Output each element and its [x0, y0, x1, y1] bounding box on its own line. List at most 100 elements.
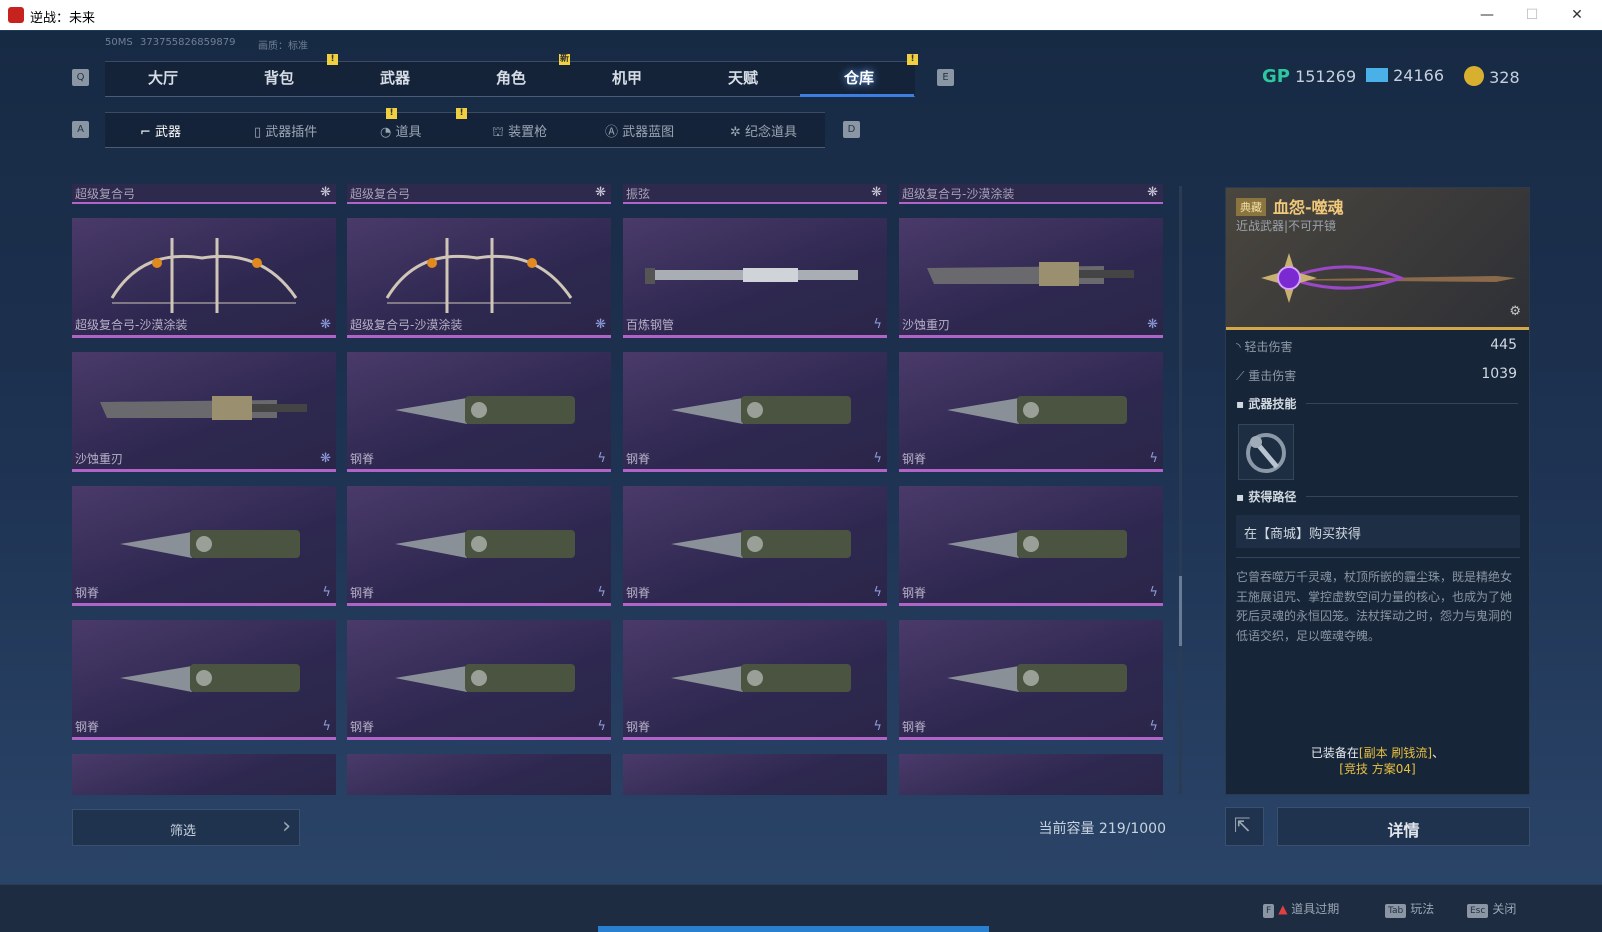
plugin-icon: ▯: [254, 125, 266, 140]
weapon-card[interactable]: 超级复合弓-沙漠涂装 ❋: [72, 218, 336, 338]
active-tab-indicator: [800, 94, 914, 97]
capacity-label: 当前容量 219/1000: [1038, 821, 1166, 837]
tab-sub-1[interactable]: ▯ 武器插件: [254, 125, 318, 140]
weapon-name: 血怨-噬魂: [1273, 198, 1344, 217]
weapon-card[interactable]: 超级复合弓-沙漠涂装 ❋: [347, 218, 611, 338]
weapon-card[interactable]: 钢脊 ϟ: [623, 352, 887, 472]
gun-icon: ⌐: [140, 125, 156, 140]
minimize-button[interactable]: —: [1480, 7, 1494, 23]
rarity-icon: ❋: [1147, 185, 1158, 200]
light-attack-stat: ◝ 轻击伤害: [1236, 340, 1293, 354]
weapon-card[interactable]: 钢脊 ϟ: [347, 486, 611, 606]
weapon-card[interactable]: [72, 754, 336, 795]
weapon-card[interactable]: 钢脊 ϟ: [899, 352, 1163, 472]
tab-sub-0[interactable]: ⌐ 武器: [140, 125, 182, 140]
weapon-card-name: 钢脊: [75, 586, 100, 600]
key-q[interactable]: Q: [72, 69, 89, 86]
tab-main-5[interactable]: 天赋: [727, 69, 758, 87]
weapon-image: [671, 530, 851, 558]
grid-header-item[interactable]: 超级复合弓 ❋: [72, 184, 336, 204]
weapon-card[interactable]: 百炼钢管 ϟ: [623, 218, 887, 338]
item-icon: ◔: [380, 125, 396, 140]
window-title: 逆战：未来: [30, 11, 96, 26]
tab-main-4[interactable]: 机甲: [611, 69, 642, 87]
weapon-card[interactable]: 沙蚀重刃 ❋: [899, 218, 1163, 338]
source-text: 在【商城】购买获得: [1236, 515, 1520, 548]
tab-sub-5[interactable]: ✲ 纪念道具: [730, 125, 798, 140]
progress-bar: [598, 926, 989, 932]
grid-header-item[interactable]: 超级复合弓 ❋: [347, 184, 611, 204]
weapon-card[interactable]: 钢脊 ϟ: [623, 620, 887, 740]
tab-main-2[interactable]: 武器: [379, 69, 410, 87]
key-d[interactable]: D: [843, 121, 860, 138]
weapon-subtitle: 近战武器|不可开镜: [1236, 219, 1337, 233]
weapon-preview: 典藏 血怨-噬魂 近战武器|不可开镜 ⚙: [1226, 188, 1529, 330]
grid-header-item[interactable]: 超级复合弓-沙漠涂装 ❋: [899, 184, 1163, 204]
weapon-card[interactable]: 钢脊 ϟ: [623, 486, 887, 606]
divider: [1236, 557, 1520, 558]
maximize-button[interactable]: ☐: [1525, 7, 1539, 23]
lightning-icon: ϟ: [873, 585, 882, 600]
notification-badge: !: [386, 108, 397, 119]
light-attack-value: 445: [1490, 337, 1517, 353]
weapon-image: [671, 664, 851, 692]
grid-header-item[interactable]: 振弦 ❋: [623, 184, 887, 204]
rarity-icon: ❋: [871, 185, 882, 200]
lightning-icon: ϟ: [322, 585, 331, 600]
weapon-card-name: 钢脊: [626, 452, 651, 466]
tab-main-6[interactable]: 仓库: [843, 69, 874, 87]
details-button[interactable]: 详情: [1277, 807, 1530, 846]
weapon-card[interactable]: [623, 754, 887, 795]
tab-sub-3[interactable]: ⛫ 装置枪: [492, 125, 548, 140]
weapon-card-name: 钢脊: [902, 586, 927, 600]
weapon-card[interactable]: 钢脊 ϟ: [347, 620, 611, 740]
rarity-icon: ❋: [595, 185, 606, 200]
scrollbar-thumb[interactable]: [1179, 576, 1182, 646]
tab-sub-4[interactable]: Ⓐ 武器蓝图: [605, 125, 675, 140]
weapon-card-name: 钢脊: [350, 720, 375, 734]
quality-label: 画质：标准: [258, 41, 308, 52]
hint-expired-items[interactable]: F ▲ 道具过期: [1263, 900, 1339, 918]
currency-2: 328: [1464, 66, 1520, 87]
weapon-card[interactable]: [347, 754, 611, 795]
filter-button[interactable]: 筛选 ›: [72, 809, 300, 846]
notification-badge: !: [907, 54, 918, 65]
close-button[interactable]: ✕: [1571, 7, 1583, 23]
weapon-image: [947, 530, 1127, 558]
weapon-image: [395, 396, 575, 424]
weapon-card-name: 超级复合弓-沙漠涂装: [75, 318, 188, 332]
weapon-card[interactable]: 钢脊 ϟ: [347, 352, 611, 472]
lightning-icon: ϟ: [322, 719, 331, 734]
staff-skill-icon: [1246, 433, 1286, 473]
notification-badge: 新: [559, 54, 570, 65]
lightning-icon: ϟ: [1149, 451, 1158, 466]
skill-slot[interactable]: [1238, 424, 1294, 480]
hint-close[interactable]: Esc 关闭: [1467, 900, 1516, 918]
lightning-icon: ϟ: [873, 317, 882, 332]
tab-main-1[interactable]: 背包: [263, 69, 294, 87]
tab-main-0[interactable]: 大厅: [147, 69, 178, 87]
rarity-icon: ❋: [595, 317, 606, 332]
weapon-card[interactable]: 钢脊 ϟ: [899, 486, 1163, 606]
device-gun-icon: ⛫: [492, 125, 509, 140]
key-e[interactable]: E: [937, 69, 954, 86]
tab-main-3[interactable]: 角色: [495, 69, 526, 87]
tab-sub-2[interactable]: ◔ 道具: [380, 125, 422, 140]
weapon-image: [120, 530, 300, 558]
weapon-card[interactable]: 沙蚀重刃 ❋: [72, 352, 336, 472]
weapon-image: [385, 238, 573, 313]
weapon-card-name: 钢脊: [902, 720, 927, 734]
weapon-image: [110, 238, 298, 313]
share-icon: ⇱: [1234, 813, 1251, 837]
weapon-card[interactable]: 钢脊 ϟ: [72, 486, 336, 606]
key-a[interactable]: A: [72, 121, 89, 138]
hint-gameplay[interactable]: Tab 玩法: [1385, 900, 1434, 918]
player-id: 373755826859879: [140, 37, 236, 48]
weapon-card[interactable]: 钢脊 ϟ: [72, 620, 336, 740]
scrollbar[interactable]: [1179, 186, 1182, 794]
export-button[interactable]: ⇱: [1225, 807, 1264, 846]
rarity-icon: ❋: [320, 185, 331, 200]
weapon-card[interactable]: 钢脊 ϟ: [899, 620, 1163, 740]
title-bar: 逆战：未来 — ☐ ✕: [0, 0, 1602, 31]
weapon-card[interactable]: [899, 754, 1163, 795]
